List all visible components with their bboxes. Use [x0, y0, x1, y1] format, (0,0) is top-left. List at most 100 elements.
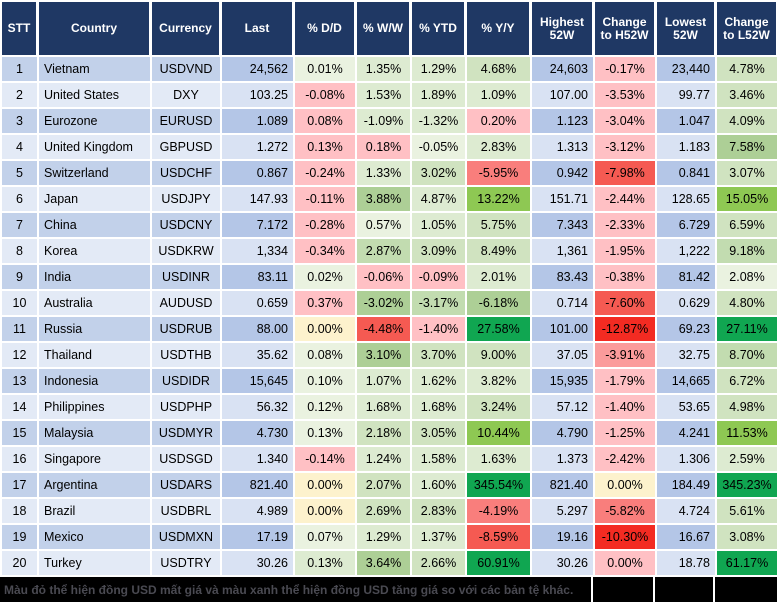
table-header-row: STT Country Currency Last% D/D% W/W% YTD% Y…	[2, 2, 777, 57]
cell-pct-yy: 8.49%	[467, 239, 532, 265]
cell-chg-l52w: 6.72%	[717, 369, 777, 395]
cell-last: 4.730	[222, 421, 295, 447]
cell-pct-dd: 0.37%	[295, 291, 357, 317]
cell-country: Thailand	[39, 343, 152, 369]
cell-high-52w: 1.313	[532, 135, 595, 161]
table-row: 16 Singapore USDSGD 1.340 -0.14% 1.24% 1.58% 1.…	[2, 447, 777, 473]
cell-last: 0.659	[222, 291, 295, 317]
cell-chg-h52w: -2.42%	[595, 447, 657, 473]
cell-high-52w: 821.40	[532, 473, 595, 499]
cell-currency: USDJPY	[152, 187, 222, 213]
cell-stt: 20	[2, 551, 39, 577]
cell-stt: 7	[2, 213, 39, 239]
cell-pct-ytd: -0.09%	[412, 265, 467, 291]
cell-chg-l52w: 7.58%	[717, 135, 777, 161]
cell-pct-ww: 2.07%	[357, 473, 412, 499]
table-row: 11 Russia USDRUB 88.00 0.00% -4.48% -1.40% 27.5…	[2, 317, 777, 343]
cell-currency: USDTRY	[152, 551, 222, 577]
cell-pct-ww: 1.24%	[357, 447, 412, 473]
table-row: 20 Turkey USDTRY 30.26 0.13% 3.64% 2.66% 60.91%…	[2, 551, 777, 577]
cell-pct-ytd: -3.17%	[412, 291, 467, 317]
cell-pct-yy: 345.54%	[467, 473, 532, 499]
col-header-pct-ww: % W/W	[357, 2, 412, 57]
cell-country: Vietnam	[39, 57, 152, 83]
cell-pct-ytd: 1.29%	[412, 57, 467, 83]
cell-pct-dd: 0.08%	[295, 343, 357, 369]
cell-low-52w: 69.23	[657, 317, 717, 343]
cell-pct-ytd: 1.05%	[412, 213, 467, 239]
cell-country: Indonesia	[39, 369, 152, 395]
cell-pct-dd: 0.00%	[295, 473, 357, 499]
cell-pct-ytd: 3.70%	[412, 343, 467, 369]
cell-pct-ytd: 2.83%	[412, 499, 467, 525]
cell-pct-ytd: 1.62%	[412, 369, 467, 395]
cell-pct-yy: 3.82%	[467, 369, 532, 395]
col-header-pct-yy: % Y/Y	[467, 2, 532, 57]
col-header-currency: Currency	[152, 2, 222, 57]
col-header-last: Last	[222, 2, 295, 57]
cell-chg-l52w: 4.09%	[717, 109, 777, 135]
cell-pct-ytd: 1.60%	[412, 473, 467, 499]
cell-currency: DXY	[152, 83, 222, 109]
cell-last: 147.93	[222, 187, 295, 213]
cell-low-52w: 99.77	[657, 83, 717, 109]
cell-chg-l52w: 3.08%	[717, 525, 777, 551]
cell-high-52w: 30.26	[532, 551, 595, 577]
cell-stt: 10	[2, 291, 39, 317]
cell-pct-ww: 1.07%	[357, 369, 412, 395]
cell-pct-ww: -4.48%	[357, 317, 412, 343]
cell-pct-ytd: 3.09%	[412, 239, 467, 265]
cell-pct-dd: 0.13%	[295, 421, 357, 447]
cell-pct-ww: 1.29%	[357, 525, 412, 551]
cell-high-52w: 4.790	[532, 421, 595, 447]
cell-pct-yy: -5.95%	[467, 161, 532, 187]
cell-chg-l52w: 4.78%	[717, 57, 777, 83]
cell-pct-dd: 0.12%	[295, 395, 357, 421]
cell-chg-h52w: -12.87%	[595, 317, 657, 343]
cell-high-52w: 5.297	[532, 499, 595, 525]
cell-pct-yy: 27.58%	[467, 317, 532, 343]
cell-pct-yy: -6.18%	[467, 291, 532, 317]
cell-currency: GBPUSD	[152, 135, 222, 161]
cell-chg-h52w: -7.98%	[595, 161, 657, 187]
cell-country: Japan	[39, 187, 152, 213]
table-row: 10 Australia AUDUSD 0.659 0.37% -3.02% -3.17% -…	[2, 291, 777, 317]
cell-pct-ytd: -1.40%	[412, 317, 467, 343]
cell-currency: USDCNY	[152, 213, 222, 239]
footer-note-bar: Màu đỏ thể hiện đồng USD mất giá và màu …	[0, 577, 777, 602]
cell-chg-h52w: -10.30%	[595, 525, 657, 551]
cell-currency: USDRUB	[152, 317, 222, 343]
cell-stt: 6	[2, 187, 39, 213]
cell-pct-yy: 5.75%	[467, 213, 532, 239]
table-row: 13 Indonesia USDIDR 15,645 0.10% 1.07% 1.62% 3.…	[2, 369, 777, 395]
cell-stt: 14	[2, 395, 39, 421]
cell-chg-h52w: -1.25%	[595, 421, 657, 447]
cell-country: Brazil	[39, 499, 152, 525]
cell-country: United Kingdom	[39, 135, 152, 161]
cell-pct-dd: 0.13%	[295, 551, 357, 577]
cell-high-52w: 0.714	[532, 291, 595, 317]
cell-pct-yy: 10.44%	[467, 421, 532, 447]
cell-currency: USDTHB	[152, 343, 222, 369]
cell-pct-dd: -0.11%	[295, 187, 357, 213]
cell-pct-yy: 3.24%	[467, 395, 532, 421]
cell-chg-h52w: -2.33%	[595, 213, 657, 239]
cell-chg-h52w: -1.40%	[595, 395, 657, 421]
cell-low-52w: 1,222	[657, 239, 717, 265]
cell-country: Australia	[39, 291, 152, 317]
cell-pct-ww: 0.57%	[357, 213, 412, 239]
cell-chg-l52w: 27.11%	[717, 317, 777, 343]
cell-low-52w: 18.78	[657, 551, 717, 577]
cell-low-52w: 4.724	[657, 499, 717, 525]
col-header-chg-h52w: Change to H52W	[595, 2, 657, 57]
cell-currency: USDSGD	[152, 447, 222, 473]
cell-chg-h52w: -3.53%	[595, 83, 657, 109]
cell-chg-l52w: 3.07%	[717, 161, 777, 187]
cell-pct-ytd: 2.66%	[412, 551, 467, 577]
cell-chg-l52w: 5.61%	[717, 499, 777, 525]
cell-country: Argentina	[39, 473, 152, 499]
table-row: 9 India USDINR 83.11 0.02% -0.06% -0.09% 2.01% 8…	[2, 265, 777, 291]
cell-pct-ww: -0.06%	[357, 265, 412, 291]
cell-chg-h52w: -2.44%	[595, 187, 657, 213]
